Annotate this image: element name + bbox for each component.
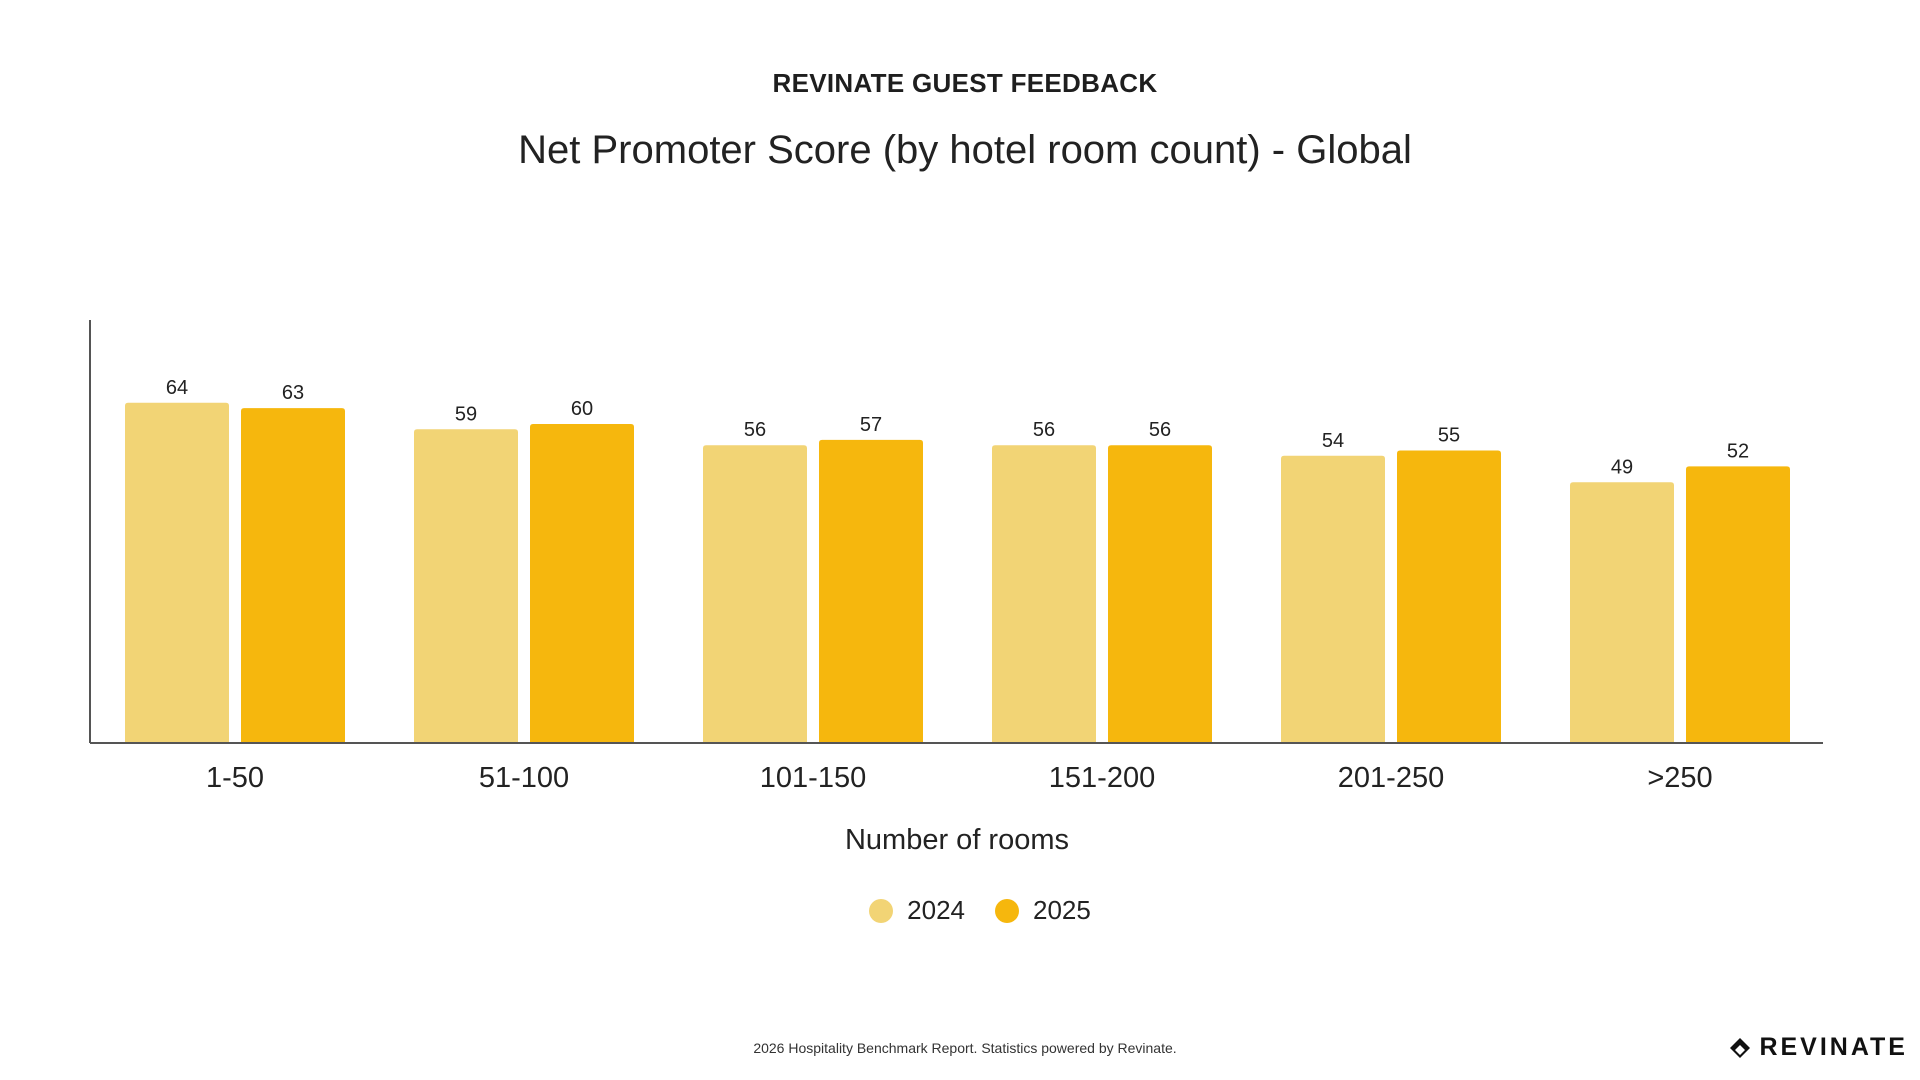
data-label-2025-1-50: 63 [282, 382, 304, 404]
x-tick-label-201-250: 201-250 [1338, 762, 1444, 794]
bar-2025-151-200[interactable] [1108, 445, 1212, 742]
bar-2024->250[interactable] [1570, 482, 1674, 742]
bar-2025->250[interactable] [1686, 466, 1790, 742]
data-label-2024-201-250: 54 [1322, 430, 1344, 452]
data-label-2024-101-150: 56 [744, 419, 766, 441]
x-tick-label-101-150: 101-150 [760, 762, 866, 794]
data-label-2025-151-200: 56 [1149, 419, 1171, 441]
bars-layer [125, 402, 1790, 743]
bar-2024-201-250[interactable] [1281, 455, 1385, 742]
chart-supertitle: REVINATE GUEST FEEDBACK [772, 68, 1158, 98]
bar-2024-151-200[interactable] [992, 445, 1096, 742]
brand-logo: REVINATE [1729, 1033, 1908, 1062]
data-label-2025-51-100: 60 [571, 398, 593, 420]
data-label-2025->250: 52 [1727, 440, 1749, 462]
bar-2025-101-150[interactable] [819, 439, 923, 742]
chart-title: Net Promoter Score (by hotel room count)… [518, 128, 1412, 172]
data-label-2025-201-250: 55 [1438, 425, 1460, 447]
legend: 2024 2025 [0, 895, 1920, 926]
bar-2025-201-250[interactable] [1397, 450, 1501, 743]
bar-2025-51-100[interactable] [530, 424, 634, 742]
x-tick-label-151-200: 151-200 [1049, 762, 1155, 794]
legend-label-2025: 2025 [1033, 895, 1091, 925]
x-axis-title: Number of rooms [845, 824, 1069, 856]
legend-swatch-2025 [995, 898, 1019, 923]
brand-name: REVINATE [1759, 1033, 1908, 1061]
bar-2025-1-50[interactable] [241, 408, 345, 742]
legend-label-2024: 2024 [907, 895, 965, 925]
bar-2024-1-50[interactable] [125, 402, 229, 742]
data-label-2024-151-200: 56 [1033, 419, 1055, 441]
legend-item-2025[interactable]: 2025 [995, 895, 1091, 926]
bar-2024-101-150[interactable] [703, 445, 807, 742]
legend-item-2024[interactable]: 2024 [869, 895, 965, 926]
data-label-2024-1-50: 64 [166, 377, 188, 399]
data-label-2024->250: 49 [1611, 456, 1633, 478]
labels-layer: 64 63 59 60 56 57 56 56 54 55 49 52 [166, 377, 1749, 479]
bar-2024-51-100[interactable] [414, 429, 518, 742]
footer-note: 2026 Hospitality Benchmark Report. Stati… [753, 1040, 1177, 1056]
x-tick-labels: 1-50 51-100 101-150 151-200 201-250 >250 [206, 762, 1713, 794]
x-tick-label->250: >250 [1647, 762, 1712, 794]
data-label-2025-101-150: 57 [860, 414, 882, 436]
x-tick-label-51-100: 51-100 [479, 762, 569, 794]
x-tick-label-1-50: 1-50 [206, 762, 264, 794]
revinate-logo-icon [1730, 1037, 1751, 1058]
legend-swatch-2024 [869, 898, 894, 923]
data-label-2024-51-100: 59 [455, 403, 477, 425]
